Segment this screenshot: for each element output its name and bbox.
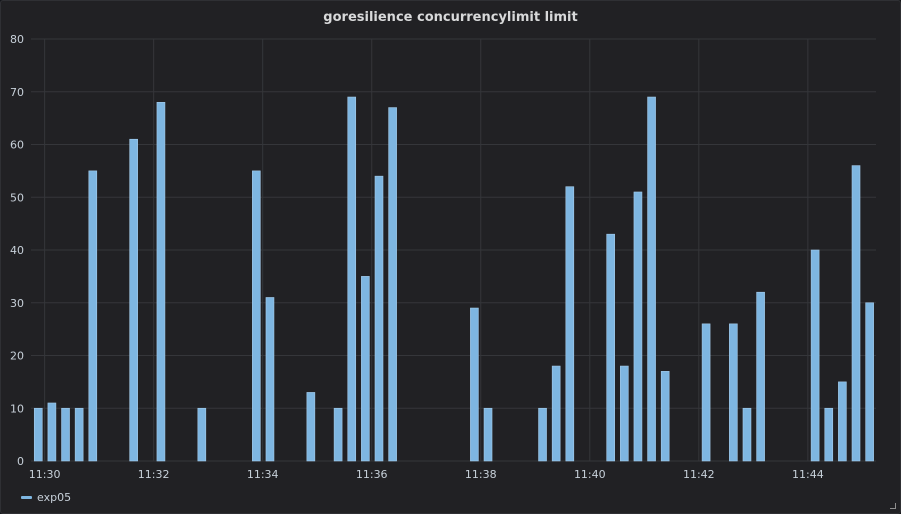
y-tick-label: 50 [10,191,24,204]
bar [538,407,547,462]
bar [252,170,261,462]
bar [47,402,57,462]
y-tick-label: 60 [10,139,24,152]
bar [265,297,275,462]
y-tick-label: 30 [10,297,24,310]
bar [306,392,316,462]
bar [606,233,615,462]
x-tick-label: 11:34 [247,468,279,481]
bar [810,249,820,462]
bar [333,407,343,462]
bar [388,107,397,462]
y-tick-label: 70 [10,86,24,99]
panel-title[interactable]: goresilience concurrencylimit limit [323,10,578,25]
bar [74,407,84,462]
bar [470,307,479,462]
x-tick-label: 11:40 [574,468,606,481]
y-tick-label: 20 [10,350,24,363]
bar [565,186,575,462]
bar [660,371,670,462]
bar [620,365,629,462]
x-tick-label: 11:38 [465,468,497,481]
bar [88,170,98,462]
bar [156,102,166,462]
x-tick-label: 11:30 [29,468,61,481]
y-tick-label: 40 [10,244,24,257]
legend-swatch [21,496,32,499]
bar [33,407,43,462]
x-tick-label: 11:36 [356,468,388,481]
bar [129,138,138,462]
bar [633,191,643,462]
bar [851,165,861,462]
bar [756,291,765,462]
x-tick-label: 11:44 [792,468,824,481]
bar [729,323,738,462]
x-tick-label: 11:32 [138,468,170,481]
bar [197,407,207,462]
bar [361,276,370,462]
resize-handle-icon[interactable] [890,503,896,509]
y-tick-label: 80 [10,33,24,46]
bar [483,407,493,462]
y-tick-label: 0 [17,455,24,468]
bar [61,407,70,462]
bar [647,96,656,462]
bar [347,96,357,462]
bar [374,175,384,462]
bar [701,323,711,462]
legend-label: exp05 [37,491,72,504]
bar [838,381,847,462]
legend-item-exp05[interactable]: exp05 [21,491,71,504]
bar [865,302,874,462]
bar [824,407,834,462]
y-tick-label: 10 [10,402,24,415]
bar [551,365,561,462]
x-tick-label: 11:42 [683,468,715,481]
bar [742,407,752,462]
